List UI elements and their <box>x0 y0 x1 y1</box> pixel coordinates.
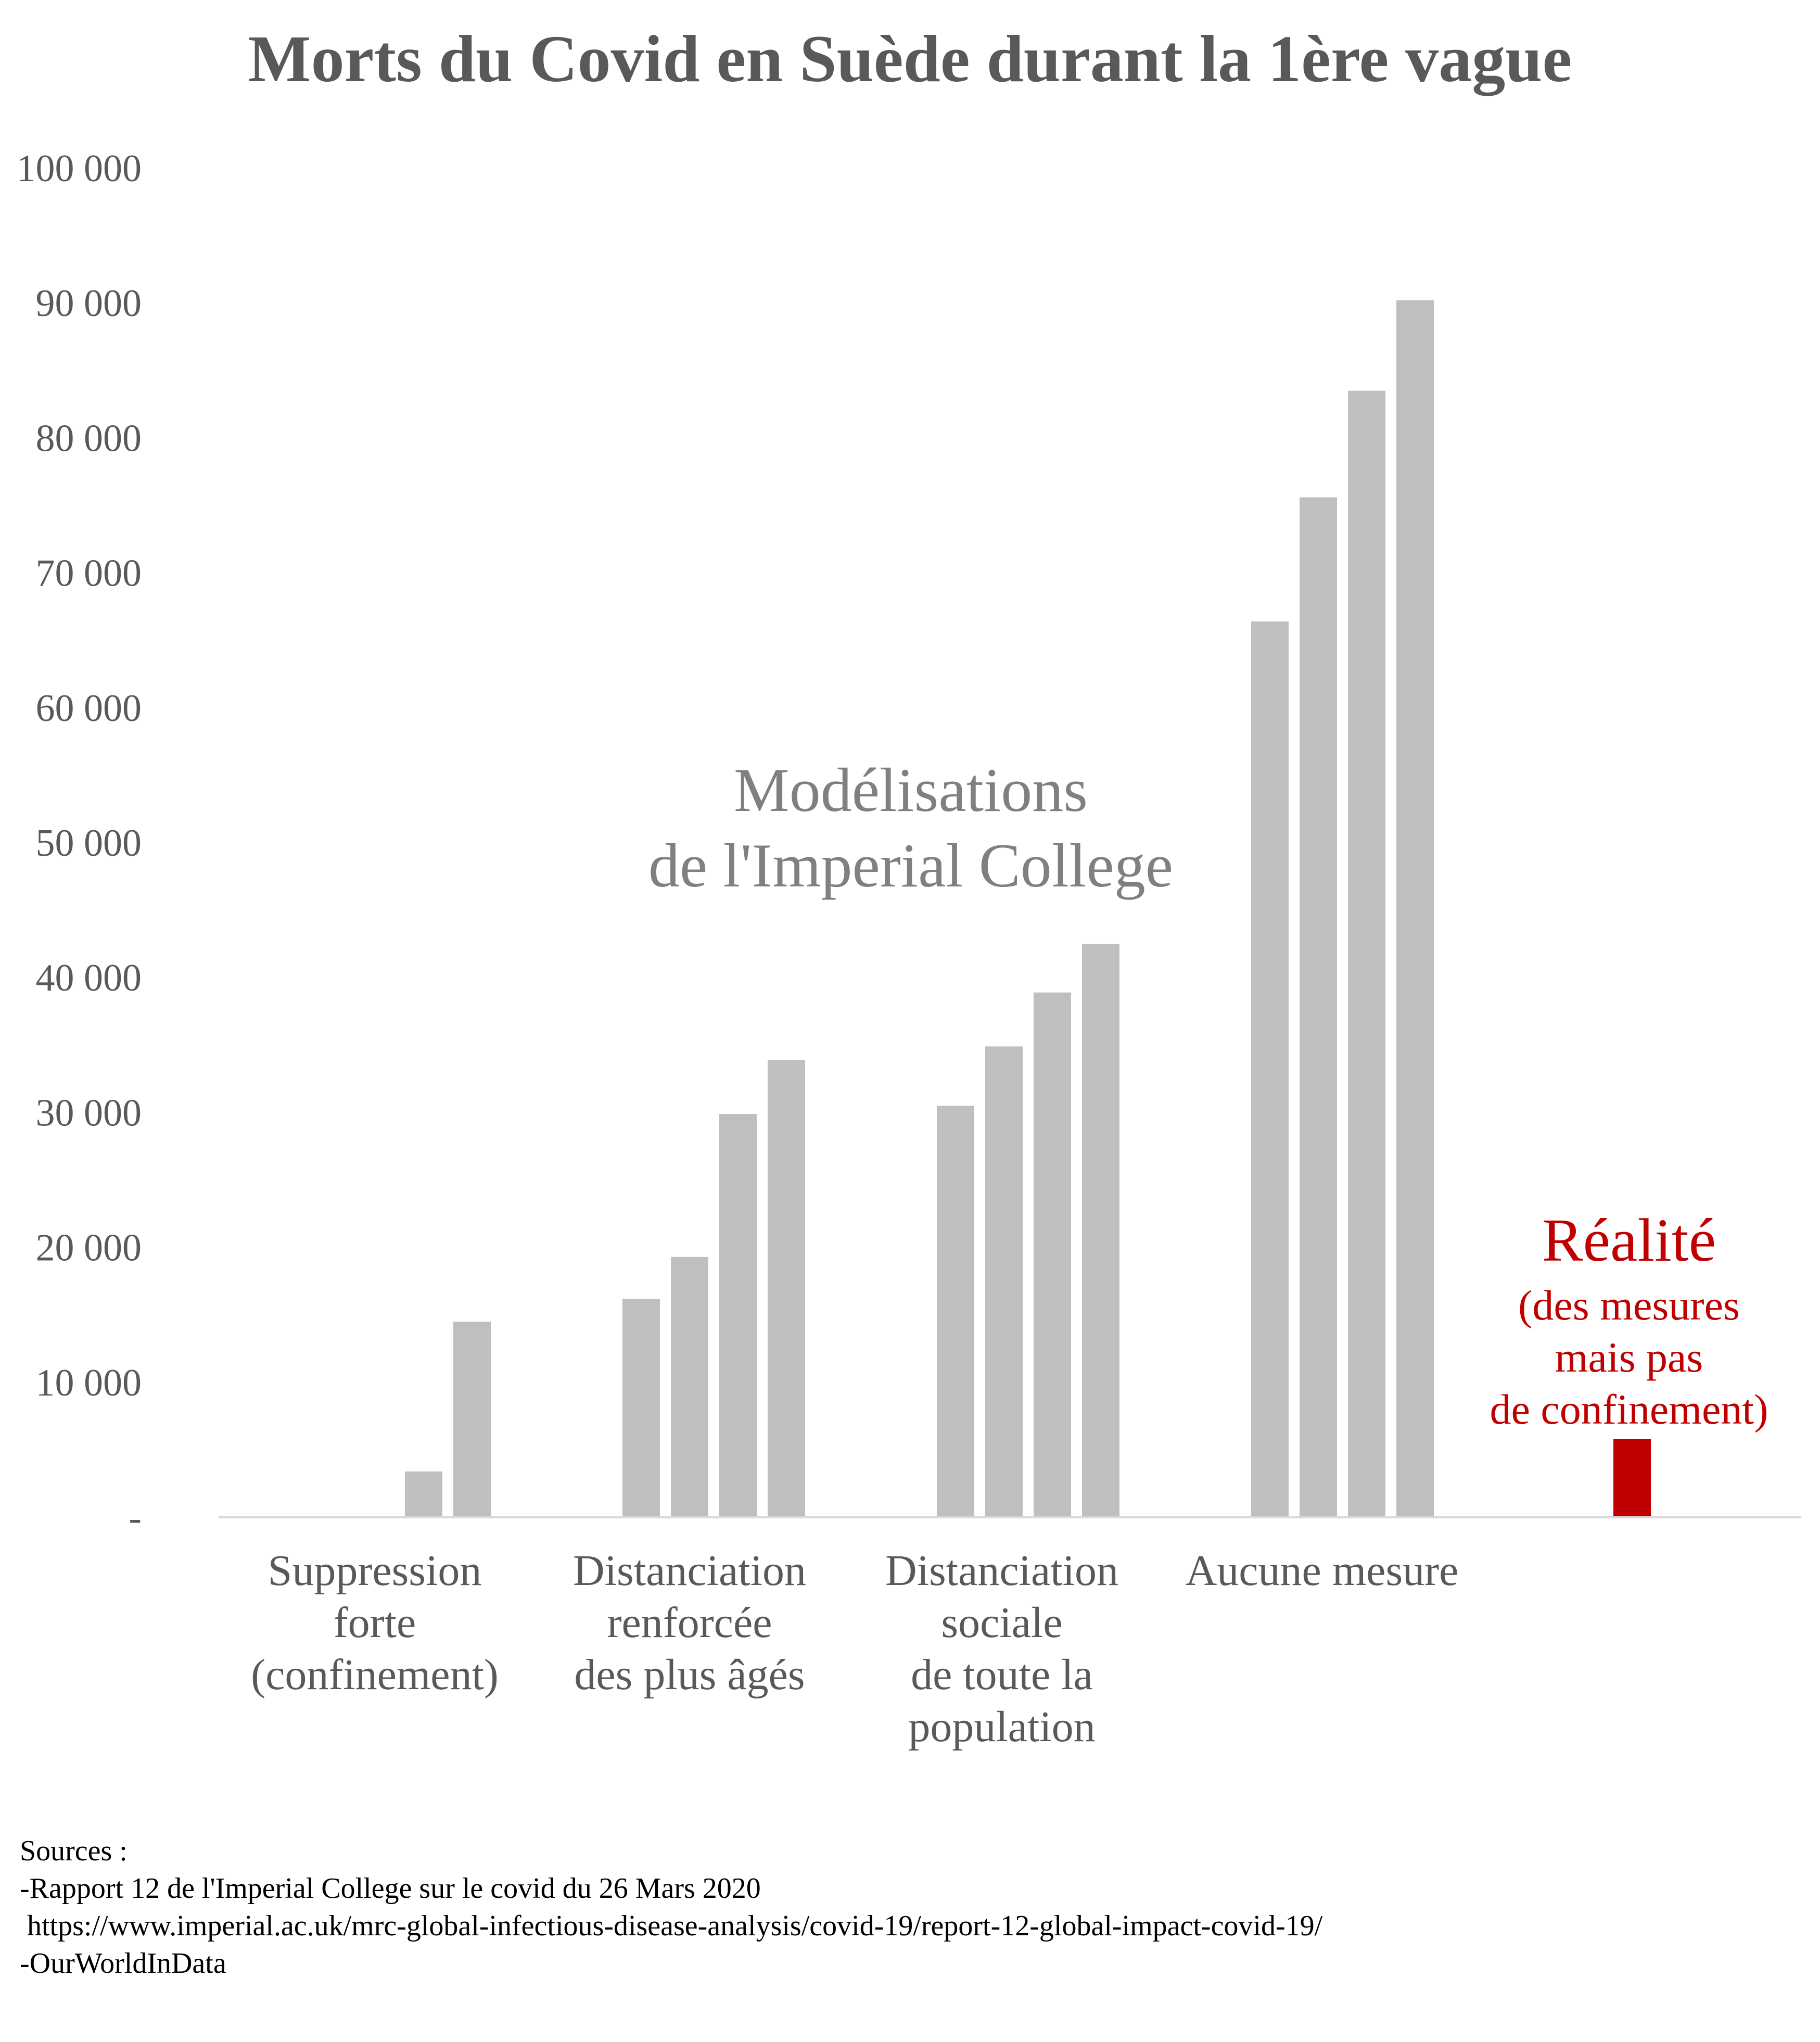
y-tick-label-0: - <box>129 1496 142 1539</box>
chart-title: Morts du Covid en Suède durant la 1ère v… <box>248 22 1572 96</box>
bar-group-1-3 <box>768 1060 805 1517</box>
bar-group-0-2 <box>405 1471 442 1517</box>
bar-group-3-0 <box>1251 621 1289 1517</box>
annotation-realite-subtitle: (des mesures mais pas de confinement) <box>1490 1282 1768 1433</box>
source-imperial-report: -Rapport 12 de l'Imperial College sur le… <box>20 1872 761 1905</box>
category-label-aucune-mesure: Aucune mesure <box>1185 1546 1459 1595</box>
source-imperial-url: https://www.imperial.ac.uk/mrc-global-in… <box>20 1910 1323 1942</box>
bar-group-0-3 <box>453 1322 491 1517</box>
y-tick-label-10: 100 000 <box>17 147 142 190</box>
y-tick-label-6: 60 000 <box>36 687 142 730</box>
annotation-modelisations: Modélisations de l'Imperial College <box>648 755 1173 900</box>
y-axis-ticks: - 10 000 20 000 30 000 40 000 50 000 60 000 70 … <box>17 147 142 1539</box>
y-tick-label-9: 90 000 <box>36 282 142 325</box>
sources-block: Sources : -Rapport 12 de l'Imperial Coll… <box>20 1832 1322 1982</box>
category-label-suppression: Suppression forte (confinement) <box>251 1546 499 1699</box>
y-tick-label-7: 70 000 <box>36 552 142 595</box>
bar-group-2-2 <box>1034 992 1071 1517</box>
category-label-distanciation-agees: Distanciation renforcée des plus âgés <box>573 1546 806 1699</box>
bar-group-3-2 <box>1348 390 1385 1518</box>
bar-group-2-1 <box>985 1046 1023 1517</box>
y-tick-label-4: 40 000 <box>36 957 142 999</box>
y-tick-label-8: 80 000 <box>36 417 142 460</box>
y-tick-label-2: 20 000 <box>36 1227 142 1270</box>
category-label-distanciation-sociale: Distanciation sociale de toute la popula… <box>885 1546 1118 1751</box>
bar-chart: - 10 000 20 000 30 000 40 000 50 000 60 000 70 … <box>17 147 1801 1539</box>
bar-group-1-1 <box>671 1257 708 1517</box>
source-ourworldindata: -OurWorldInData <box>20 1947 226 1980</box>
bar-group-3-1 <box>1300 497 1337 1517</box>
bar-group-2-3 <box>1082 944 1119 1517</box>
bar-realite <box>1613 1439 1651 1517</box>
y-tick-label-5: 50 000 <box>36 822 142 865</box>
annotation-realite-title: Réalité <box>1542 1206 1716 1274</box>
y-tick-label-3: 30 000 <box>36 1092 142 1134</box>
bar-group-1-0 <box>622 1299 660 1517</box>
bar-group-1-2 <box>719 1113 757 1517</box>
bar-group-3-3 <box>1396 300 1434 1517</box>
bars <box>405 300 1651 1518</box>
bar-group-2-0 <box>937 1106 974 1517</box>
y-tick-label-1: 10 000 <box>36 1362 142 1404</box>
sources-heading: Sources : <box>20 1835 128 1867</box>
